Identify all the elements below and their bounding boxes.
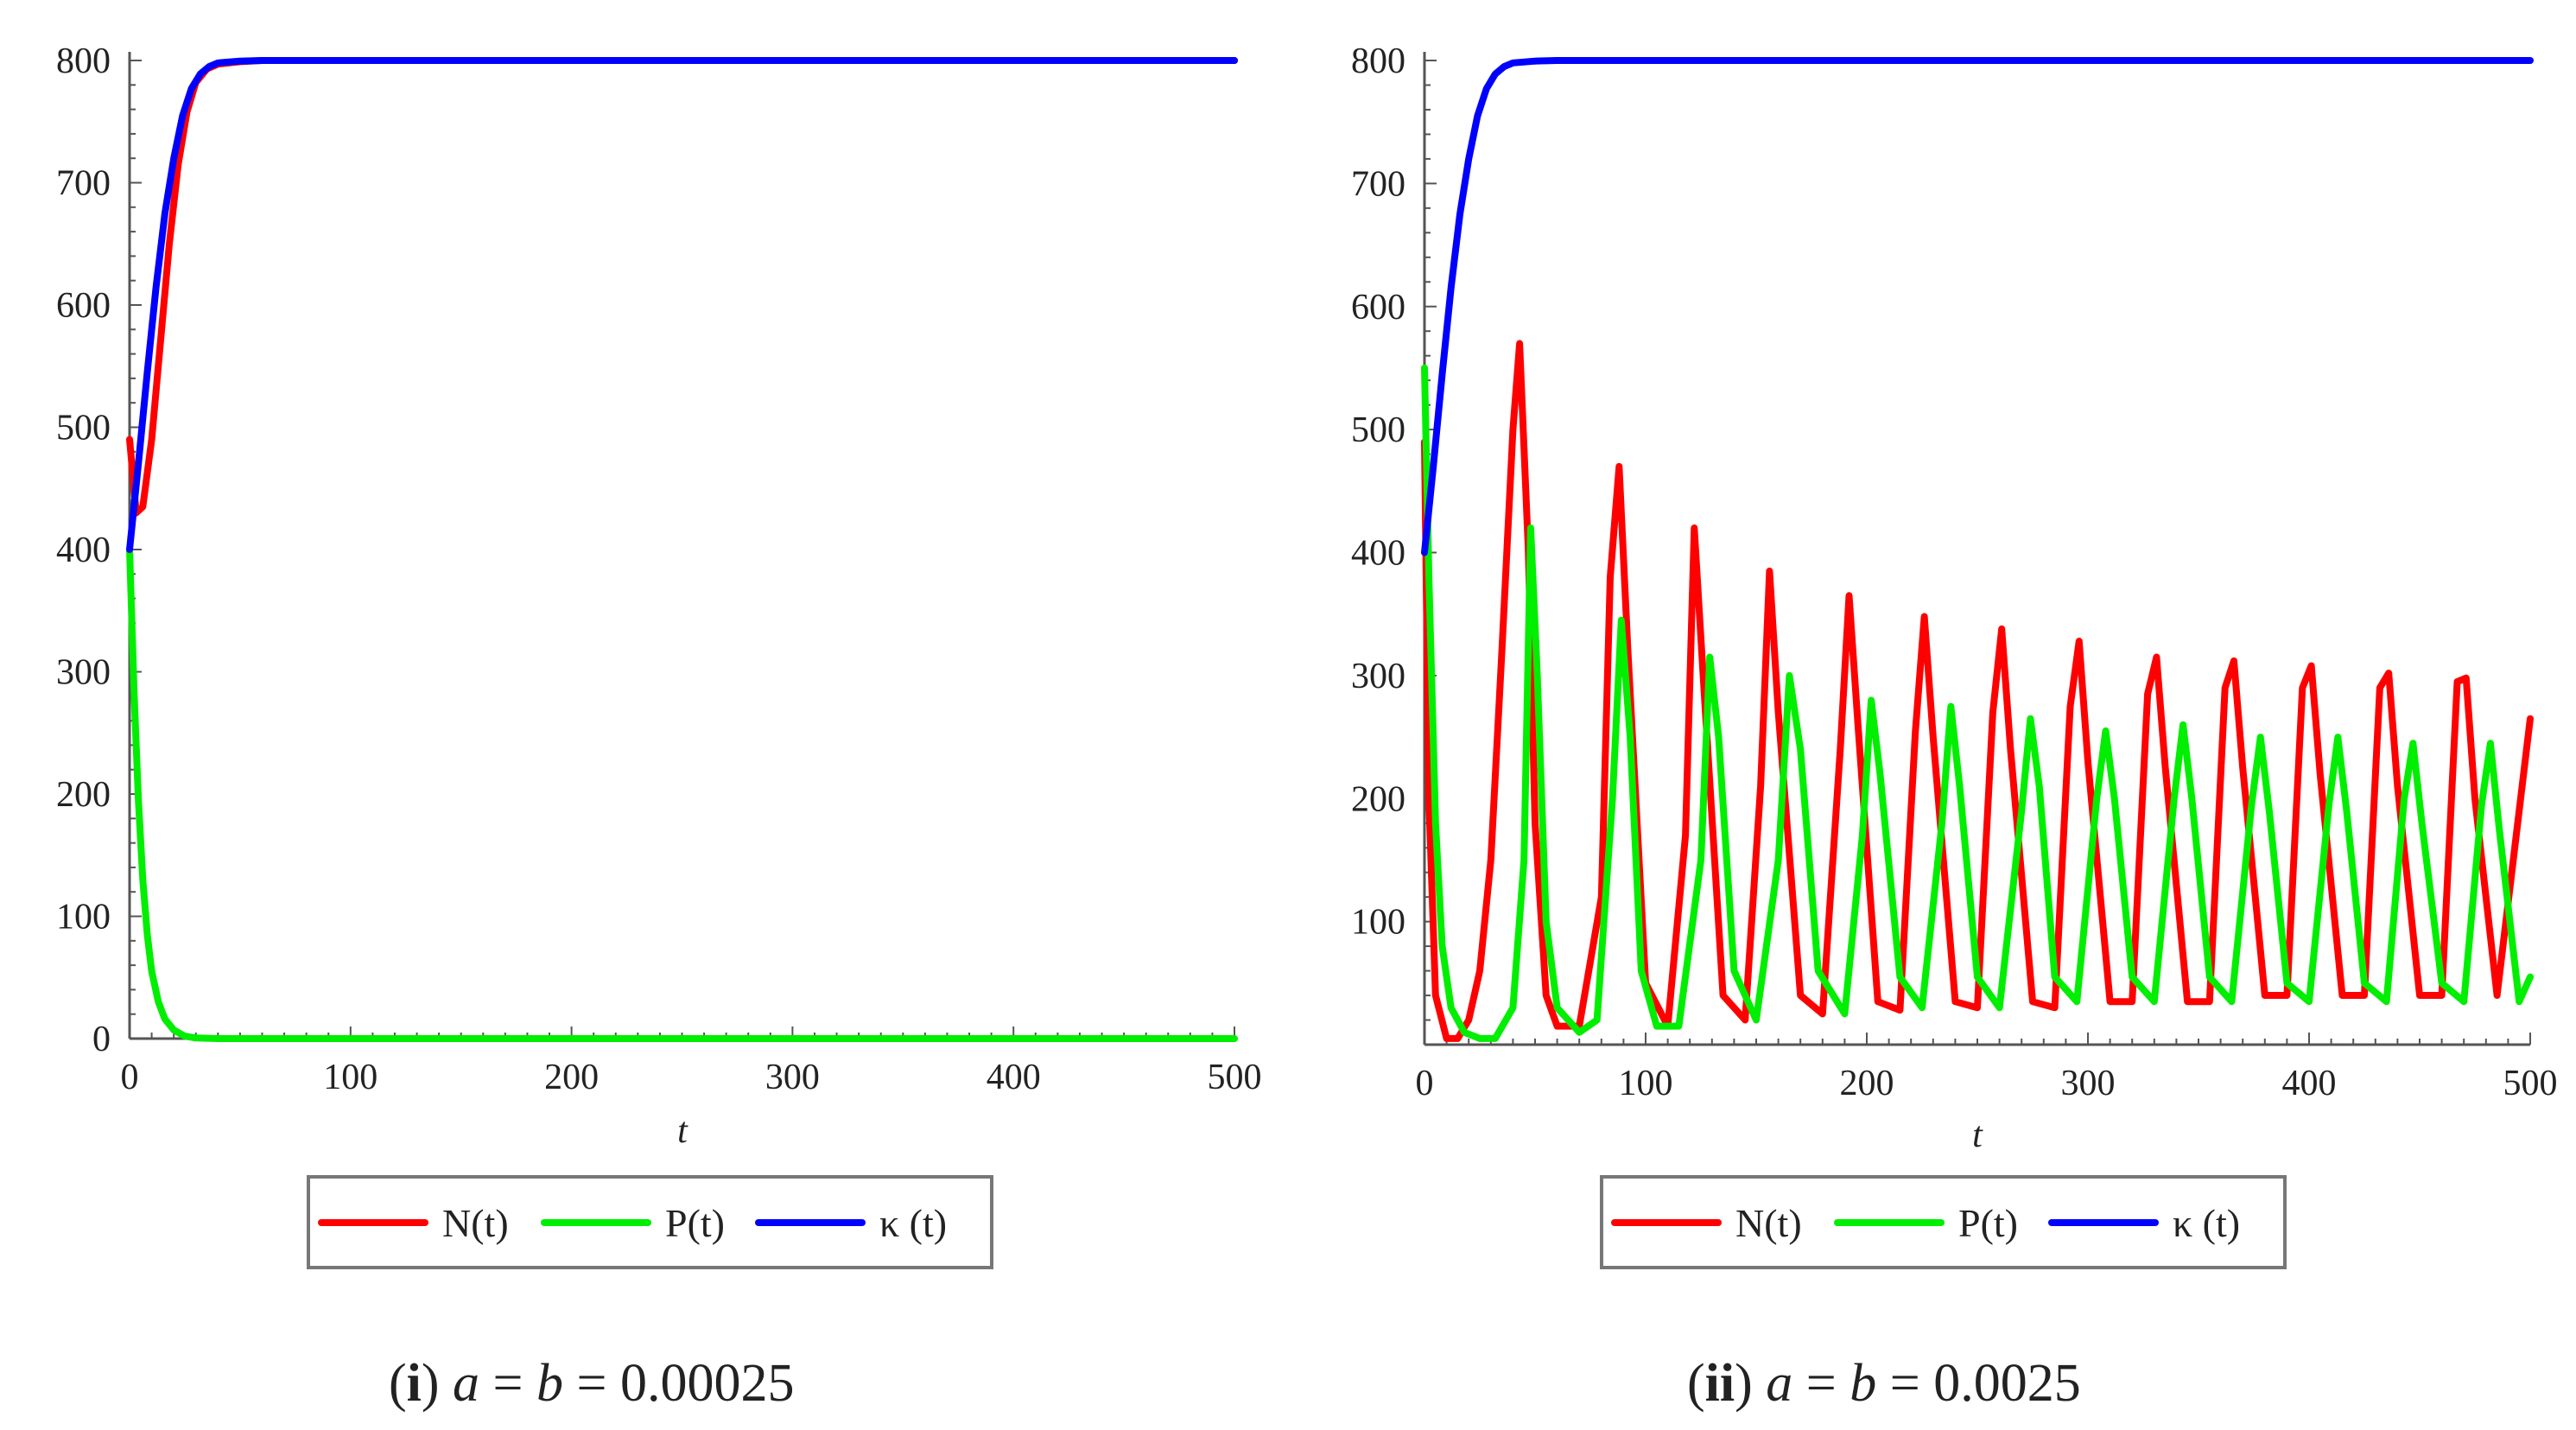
caption-eq-1: = [479,1354,536,1413]
x-tick-label: 500 [1208,1058,1262,1097]
y-tick-label: 200 [56,775,111,815]
caption-eq-1: = [1792,1354,1850,1413]
caption-ii: (ii) a = b = 0.0025 [1687,1354,2081,1413]
x-tick-label: 100 [1619,1064,1673,1103]
legend-label-n: N(t) [1735,1201,1802,1245]
x-tick-label: 100 [323,1058,378,1097]
caption-var-b: b [1850,1354,1876,1413]
x-tick-label: 200 [544,1058,599,1097]
y-tick-label: 100 [56,898,111,937]
legend-label-p: P(t) [665,1201,725,1245]
x-tick-label: 0 [1416,1064,1434,1103]
series-line-t [1421,57,2534,556]
panel-i: 0 100 200 300 400 500 0 100 200 300 400 500 600 700 80… [56,41,1262,1413]
caption-eq-2: = [1876,1354,1933,1413]
x-tick-label: 0 [121,1058,139,1097]
axis-label-x-i: t [677,1111,688,1151]
caption-value: 0.00025 [620,1354,795,1413]
series-line-t [126,57,1238,553]
y-tick-label: 100 [1351,903,1405,943]
plot-area-i: 0 100 200 300 400 500 0 100 200 300 400 500 600 700 80… [56,41,1262,1097]
series-line-p-t [126,546,1238,1042]
y-tick-label: 500 [56,409,111,448]
y-tick-label: 200 [1351,779,1405,819]
y-tick-label: 500 [1351,410,1405,450]
y-tick-label: 800 [56,41,111,81]
x-tick-label: 500 [2503,1064,2558,1103]
x-axis-label: t [677,1111,688,1151]
caption-var-a: a [1766,1354,1792,1413]
series-line-n-t [1421,340,2534,1042]
x-tick-label: 300 [765,1058,820,1097]
axis-label-x-ii: t [1972,1115,1983,1155]
legend-ii: N(t) P(t) κ (t) [1600,1175,2287,1269]
y-tick-label: 300 [1351,657,1405,696]
y-tick-label: 400 [56,531,111,570]
y-tick-label: 800 [1351,41,1405,81]
x-tick-label: 400 [987,1058,1041,1097]
caption-label: i [407,1354,422,1413]
legend-i: N(t) P(t) κ (t) [307,1175,993,1269]
y-tick-label: 600 [1351,288,1405,327]
caption-eq-2: = [563,1354,620,1413]
y-tick-label: 700 [1351,164,1405,204]
legend-label-n: N(t) [442,1201,509,1245]
legend-label-kappa: κ (t) [879,1201,947,1245]
x-tick-label: 200 [1840,1064,1894,1103]
x-tick-label: 400 [2282,1064,2337,1103]
series-line-p-t [1421,364,2534,1042]
y-tick-label: 600 [56,286,111,326]
x-tick-label: 300 [2061,1064,2116,1103]
plot-area-ii: 0 100 200 300 400 500 100 200 300 400 500 600 700 800 [1351,41,2558,1103]
panel-ii: 0 100 200 300 400 500 100 200 300 400 500 600 700 800… [1351,41,2558,1413]
legend-label-p: P(t) [1958,1201,2018,1245]
y-tick-label: 700 [56,164,111,204]
series-line-n-t [126,57,1238,517]
y-tick-label: 0 [92,1020,111,1059]
caption-label: ii [1705,1354,1735,1413]
x-axis-label: t [1972,1115,1983,1155]
caption-var-a: a [453,1354,479,1413]
y-tick-label: 300 [56,653,111,693]
caption-var-b: b [536,1354,563,1413]
caption-value: 0.0025 [1933,1354,2081,1413]
y-tick-label: 400 [1351,534,1405,574]
caption-i: (i) a = b = 0.00025 [389,1354,794,1413]
legend-label-kappa: κ (t) [2173,1201,2240,1245]
